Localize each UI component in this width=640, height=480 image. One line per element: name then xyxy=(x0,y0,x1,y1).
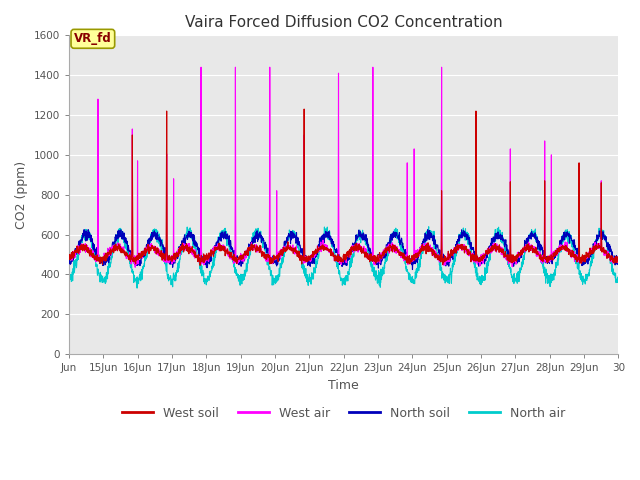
Text: VR_fd: VR_fd xyxy=(74,32,112,45)
Y-axis label: CO2 (ppm): CO2 (ppm) xyxy=(15,161,28,229)
Legend: West soil, West air, North soil, North air: West soil, West air, North soil, North a… xyxy=(117,402,570,425)
Title: Vaira Forced Diffusion CO2 Concentration: Vaira Forced Diffusion CO2 Concentration xyxy=(185,15,502,30)
X-axis label: Time: Time xyxy=(328,379,359,392)
